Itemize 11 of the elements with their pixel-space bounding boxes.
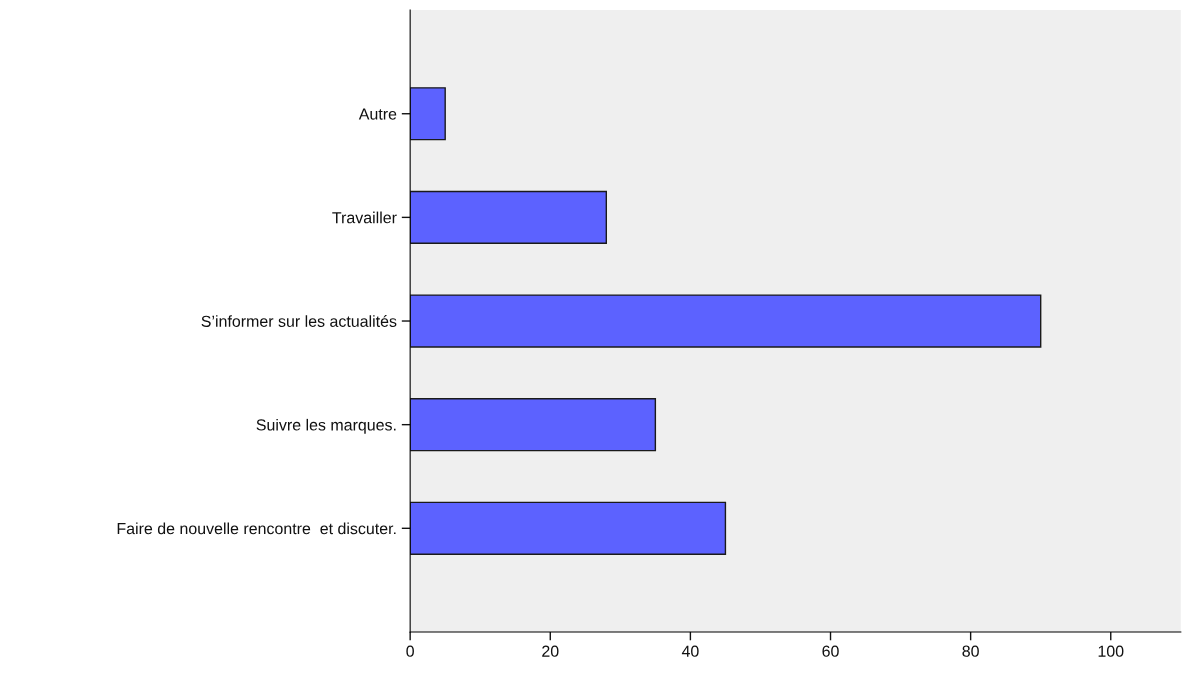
y-tick-label: Travailler: [332, 211, 397, 224]
x-tick-label: 60: [822, 645, 839, 657]
x-tick-label: 80: [962, 645, 979, 657]
x-tick-label: 20: [542, 645, 559, 657]
x-tick-label: 0: [406, 645, 414, 657]
x-tick-label: 100: [1098, 645, 1124, 657]
y-tick-label: Suivre les marques.: [256, 418, 396, 434]
y-tick-label: Autre: [358, 108, 397, 120]
y-tick-label: S’informer sur les actualités: [201, 315, 397, 327]
y-tick-label: Faire de nouvelle rencontre et discuter.: [117, 522, 396, 535]
x-tick-label: 40: [681, 645, 699, 657]
